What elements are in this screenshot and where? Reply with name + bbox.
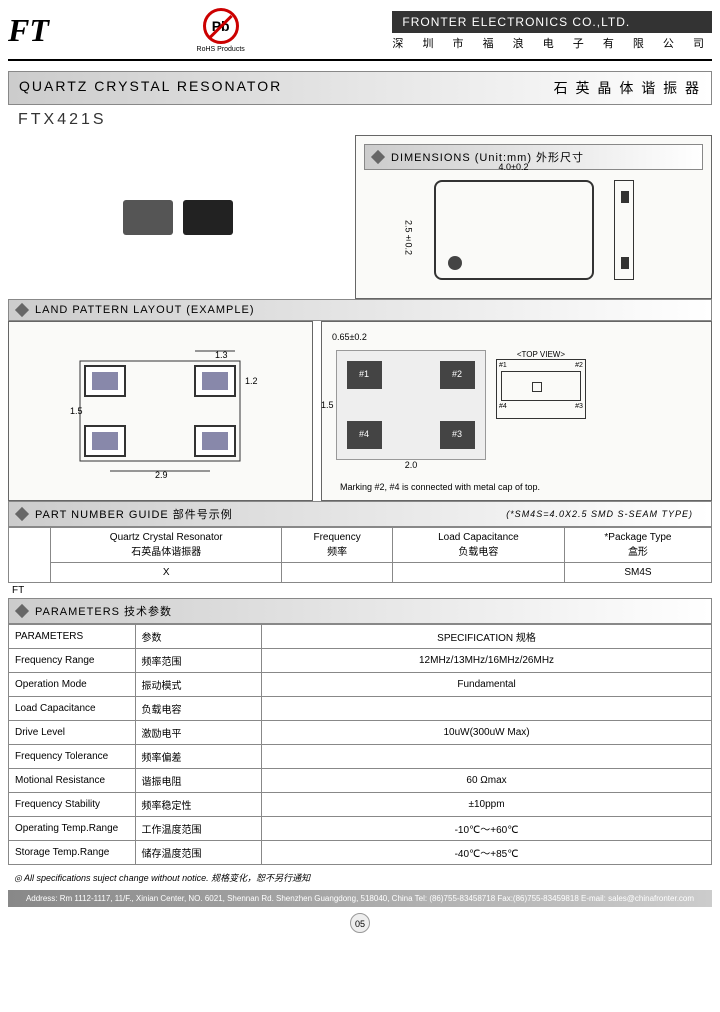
pad-1: #1 (347, 361, 382, 389)
table-row: Storage Temp.Range储存温度范围-40℃～+85℃ (9, 841, 712, 865)
pad-3: #3 (440, 421, 475, 449)
title-en: QUARTZ CRYSTAL RESONATOR (19, 78, 282, 98)
params-table: PARAMETERS参数SPECIFICATION 规格 Frequency R… (8, 624, 712, 865)
table-row: XSM4S (9, 563, 712, 583)
table-row: Drive Level激励电平10uW(300uW Max) (9, 721, 712, 745)
rohs-label: RoHS Products (197, 46, 245, 53)
topview-wrap: <TOP VIEW> #1#2 #4#3 (496, 350, 586, 470)
dim-rect-wrap: 4.0±0.2 2.5±0.2 (434, 180, 594, 280)
pad-2: #2 (440, 361, 475, 389)
pg-ft: FT (8, 583, 712, 598)
table-row: Operating Temp.Range工作温度范围-10℃～+60℃ (9, 817, 712, 841)
dimensions-box: DIMENSIONS (Unit:mm) 外形尺寸 4.0±0.2 2.5±0.… (355, 135, 712, 299)
pad-layout: #1 #2 #3 #4 (336, 350, 486, 460)
page-number: 05 (8, 913, 712, 933)
header: FT Pb RoHS Products FRONTER ELECTRONICS … (8, 8, 712, 61)
pg-title: PART NUMBER GUIDE 部件号示例 (35, 506, 233, 522)
table-row: Frequency Stability频率稳定性±10ppm (9, 793, 712, 817)
marking-note: Marking #2, #4 is connected with metal c… (330, 482, 703, 492)
params-header: PARAMETERS 技术参数 (8, 598, 712, 624)
chip-top-icon (123, 200, 173, 235)
title-cn: 石 英 晶 体 谐 振 器 (554, 78, 701, 98)
land-title: LAND PATTERN LAYOUT (EXAMPLE) (35, 304, 255, 316)
address-bar: Address: Rm 1112-1117, 11/F., Xinian Cen… (8, 890, 712, 907)
logo: FT (8, 12, 49, 49)
topview-label: <TOP VIEW> (496, 350, 586, 359)
fp-dim-v: 1.5 (321, 400, 334, 410)
pg-col: Quartz Crystal Resonator石英晶体谐振器 (51, 528, 282, 563)
table-row: Quartz Crystal Resonator石英晶体谐振器 Frequenc… (9, 528, 712, 563)
dim-width: 4.0±0.2 (434, 162, 594, 172)
params-title: PARAMETERS 技术参数 (35, 603, 172, 619)
part-number: FTX421S (8, 105, 712, 135)
product-photo (8, 135, 347, 299)
side-view (614, 180, 634, 280)
diamond-icon (15, 604, 29, 618)
land-svg: 1.3 1.2 1.5 2.9 (50, 336, 270, 486)
company-block: FRONTER ELECTRONICS CO.,LTD. 深 圳 市 福 浪 电… (392, 11, 712, 51)
datasheet-page: FT Pb RoHS Products FRONTER ELECTRONICS … (0, 0, 720, 941)
pg-col: Frequency频率 (282, 528, 393, 563)
table-row: Motional Resistance谐振电阻60 Ωmax (9, 769, 712, 793)
topview-diagram: #1#2 #4#3 (496, 359, 586, 419)
land-pattern-box: 1.3 1.2 1.5 2.9 (8, 321, 313, 501)
fp-dim-h: 2.0 (336, 460, 486, 470)
top-row: DIMENSIONS (Unit:mm) 外形尺寸 4.0±0.2 2.5±0.… (8, 135, 712, 299)
pad-4: #4 (347, 421, 382, 449)
pad-wrap: #1 #2 #3 #4 1.5 2.0 (336, 350, 486, 470)
diamond-icon (15, 303, 29, 317)
company-cn: 深 圳 市 福 浪 电 子 有 限 公 司 (392, 35, 712, 51)
land-row: 1.3 1.2 1.5 2.9 0.65±0.2 #1 #2 #3 #4 1.5… (8, 321, 712, 501)
partguide-table: Quartz Crystal Resonator石英晶体谐振器 Frequenc… (8, 527, 712, 583)
title-bar: QUARTZ CRYSTAL RESONATOR 石 英 晶 体 谐 振 器 (8, 71, 712, 105)
table-row: PARAMETERS参数SPECIFICATION 规格 (9, 625, 712, 649)
land-header: LAND PATTERN LAYOUT (EXAMPLE) (8, 299, 712, 321)
table-row: Frequency Tolerance频率偏差 (9, 745, 712, 769)
pg-note: (*SM4S=4.0X2.5 SMD S-SEAM TYPE) (496, 507, 703, 521)
svg-text:1.5: 1.5 (70, 406, 83, 416)
table-row: Frequency Range频率范围12MHz/13MHz/16MHz/26M… (9, 649, 712, 673)
table-row: Operation Mode振动模式Fundamental (9, 673, 712, 697)
diamond-icon (15, 507, 29, 521)
company-en: FRONTER ELECTRONICS CO.,LTD. (392, 11, 712, 33)
pb-icon: Pb (203, 8, 239, 44)
foot-content: #1 #2 #3 #4 1.5 2.0 <TOP VIEW> #1#2 #4#3 (330, 344, 703, 476)
dim-drawing: 4.0±0.2 2.5±0.2 (364, 170, 703, 290)
footer-note: ◎ All specifications suject change witho… (8, 865, 712, 890)
table-row: Load Capacitance负载电容 (9, 697, 712, 721)
rohs-badge: Pb RoHS Products (197, 8, 245, 53)
dim-height: 2.5±0.2 (404, 220, 414, 255)
chip-bottom-icon (183, 200, 233, 235)
thick-label: 0.65±0.2 (330, 330, 703, 344)
outline-rect (434, 180, 594, 280)
footprint-box: 0.65±0.2 #1 #2 #3 #4 1.5 2.0 <TOP VIEW> … (321, 321, 712, 501)
svg-text:1.2: 1.2 (245, 376, 258, 386)
partguide-header: PART NUMBER GUIDE 部件号示例 (*SM4S=4.0X2.5 S… (8, 501, 712, 527)
pg-col: Load Capacitance负载电容 (392, 528, 564, 563)
diamond-icon (371, 150, 385, 164)
pg-col: *Package Type盒形 (564, 528, 711, 563)
